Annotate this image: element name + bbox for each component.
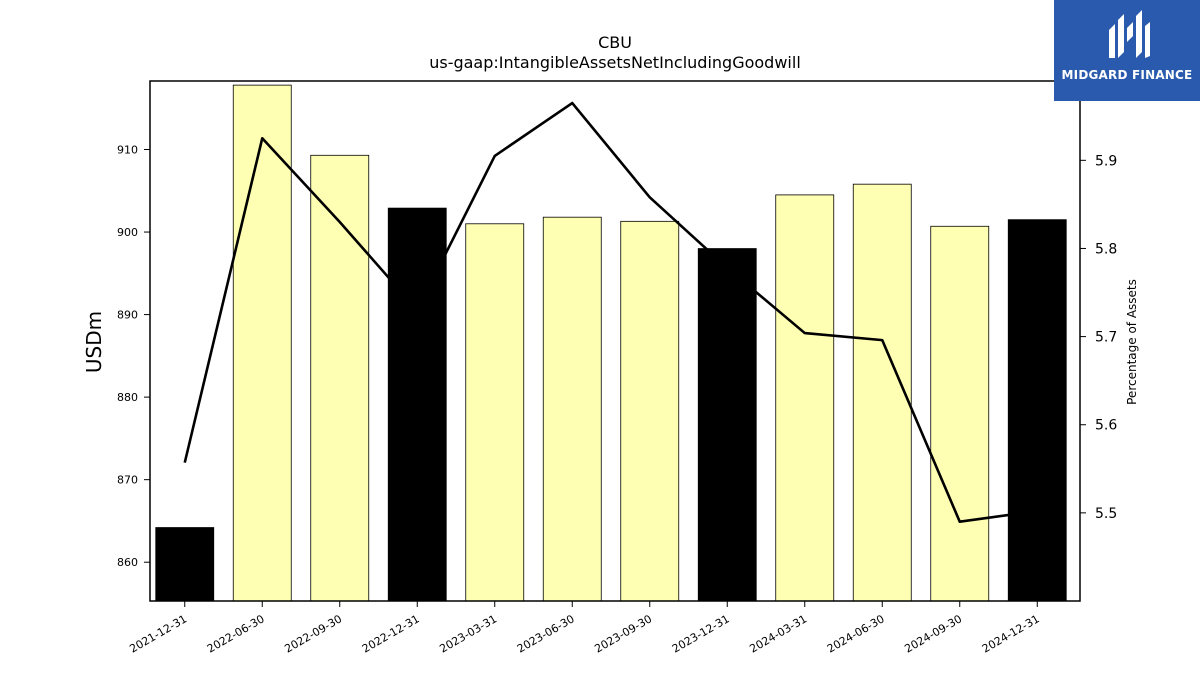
chart-subtitle: us-gaap:IntangibleAssetsNetIncludingGood…: [429, 53, 801, 72]
x-tick-label: 2024-12-31: [980, 612, 1042, 655]
plot-area-frame: [149, 80, 1081, 602]
bar: [697, 248, 757, 602]
bar: [310, 154, 370, 602]
x-tick-label: 2024-09-30: [902, 612, 964, 655]
x-tick-label: 2024-03-31: [747, 612, 809, 655]
chart-title: CBU: [598, 33, 632, 52]
y-tick-label: 900: [117, 226, 138, 239]
x-tick-label: 2022-09-30: [282, 612, 344, 655]
bar: [465, 223, 525, 602]
y-tick-label: 870: [117, 474, 138, 487]
y-tick-label: 910: [117, 144, 138, 157]
x-tick-label: 2022-12-31: [360, 612, 422, 655]
y-tick-label: 890: [117, 309, 138, 322]
x-tick-label: 2023-03-31: [437, 612, 499, 655]
y2-tick-label: 5.9: [1095, 153, 1117, 169]
bar: [1007, 219, 1067, 602]
y-tick-label: 880: [117, 391, 138, 404]
y2-tick-label: 5.5: [1095, 506, 1117, 522]
y2-tick-label: 5.6: [1095, 418, 1117, 434]
midgard-logo-icon: [1109, 10, 1150, 58]
x-tick-label: 2023-09-30: [592, 612, 654, 655]
bar: [542, 216, 602, 602]
y2-axis-label: Percentage of Assets: [1125, 279, 1139, 405]
x-tick-label: 2024-06-30: [825, 612, 887, 655]
y2-tick-label: 5.8: [1095, 241, 1117, 257]
bar: [232, 84, 292, 602]
y-axis-label: USDm: [82, 311, 106, 373]
x-tick-label: 2022-06-30: [205, 612, 267, 655]
x-tick-label: 2023-12-31: [670, 612, 732, 655]
bar: [930, 225, 990, 602]
x-tick-label: 2021-12-31: [127, 612, 189, 655]
bar: [155, 527, 215, 602]
midgard-finance-logo: MIDGARD FINANCE: [1054, 0, 1200, 101]
logo-text: MIDGARD FINANCE: [1061, 68, 1193, 82]
x-tick-label: 2023-06-30: [515, 612, 577, 655]
bar: [775, 194, 835, 602]
y-tick-label: 860: [117, 556, 138, 569]
y2-tick-label: 5.7: [1095, 330, 1117, 346]
bar: [852, 183, 912, 602]
bar: [620, 220, 680, 602]
percentage-line: [183, 101, 1038, 523]
